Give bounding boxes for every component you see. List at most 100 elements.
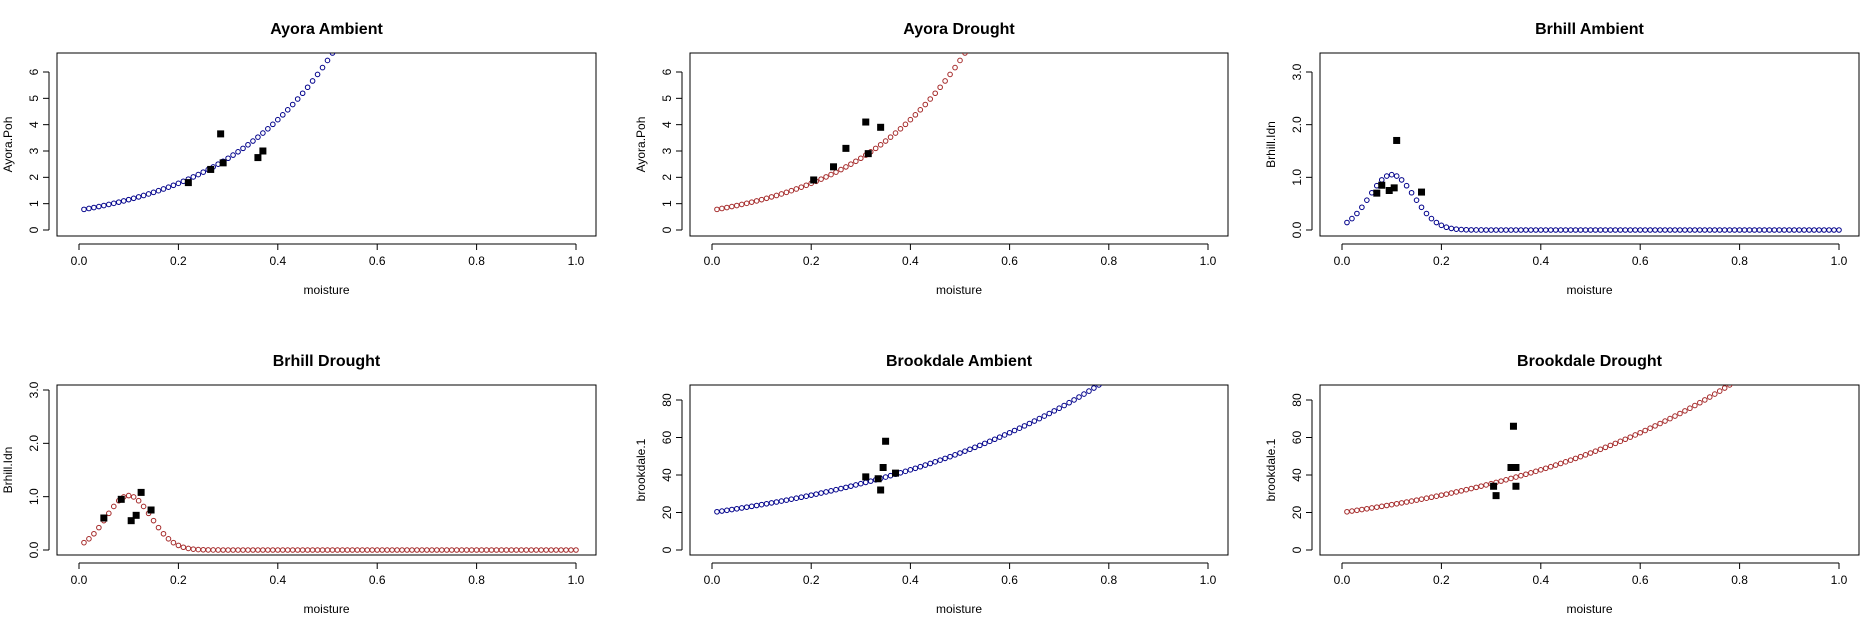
x-axis-title: moisture [303,283,349,297]
curve-point [275,116,281,123]
curve-point [932,90,939,97]
curve-point [947,71,953,78]
curve-point [778,498,785,504]
y-tick-label: 6 [660,68,674,75]
observed-point [1490,482,1498,490]
curve-point [1617,227,1624,233]
curve-point [798,184,805,190]
curve-point [453,547,460,553]
curve-point [225,155,231,162]
curve-point [314,547,321,553]
curve-point [783,497,790,503]
model-curve [1344,385,1733,515]
curve-point [1061,402,1067,409]
plot-frame [56,384,597,556]
curve-point [972,444,978,451]
curve-point [200,169,207,175]
curve-point [1637,227,1643,233]
x-axis-title: moisture [936,283,982,297]
curve-point [1622,436,1629,443]
y-axis-title: brookdale.1 [1264,438,1278,501]
y-axis-title: Ayora.Poh [634,117,648,173]
x-tick-label: 0.4 [269,573,286,587]
curve-point [86,205,92,212]
chart-panel-2: Ayora Drought 0.0 0.2 0.4 0.6 0.8 1.0 0 1 2 3 4 5 6 mo… [634,21,1229,297]
curve-point [932,459,939,465]
curve-point [165,535,172,542]
curve-point [1662,227,1668,233]
model-curve [81,492,579,553]
curve-point [130,494,137,500]
curve-point [1836,227,1842,233]
curve-point [329,53,336,56]
curve-point [523,547,530,553]
y-tick-label: 0.0 [1290,221,1304,238]
x-tick-label: 0.8 [468,254,485,268]
curve-point [1413,197,1420,203]
curve-point [1403,499,1410,505]
curve-point [828,171,834,178]
curve-point [270,121,276,128]
curve-point [106,510,112,517]
curve-point [1741,227,1748,233]
curve-point [1562,227,1569,233]
curve-point [729,506,735,513]
curve-point [729,203,735,210]
x-tick-label: 0.0 [71,254,88,268]
curve-point [1493,227,1499,233]
curve-point [1438,492,1445,498]
y-tick-label: 3.0 [1290,63,1304,80]
curve-point [443,547,450,553]
curve-point [101,202,107,209]
curve-point [1711,391,1718,397]
curve-point [1542,227,1549,233]
curve-point [1826,227,1832,233]
curve-point [823,489,829,495]
curve-point [195,546,202,553]
curve-point [1056,405,1062,412]
curve-point [1081,391,1087,397]
curve-point [1706,227,1713,233]
observed-point [1418,188,1426,196]
curve-point [1672,413,1678,419]
observed-point [259,147,267,155]
curve-point [1488,227,1494,233]
curve-point [359,547,366,553]
y-tick-label: 1 [27,200,41,207]
curve-point [1523,227,1529,233]
plot-frame [56,52,597,237]
curve-point [289,101,296,108]
curve-point [230,152,236,158]
curve-point [190,174,197,180]
curve-point [1687,227,1693,233]
curve-point [1091,385,1097,391]
y-tick-label: 1 [660,200,674,207]
plot-frame [689,52,1229,237]
curve-point [922,462,929,468]
curve-point [788,187,795,194]
curve-point [349,547,356,553]
curve-point [1667,415,1673,422]
curve-point [882,138,889,144]
observed-point [1512,464,1520,471]
curve-point [1711,227,1718,233]
curve-point [334,547,341,553]
observed-point [1509,422,1517,430]
curve-point [215,547,221,553]
curve-point [986,438,993,445]
y-tick-label: 80 [1290,393,1304,407]
curve-point [1597,227,1604,233]
curve-point [558,547,564,553]
curve-point [724,204,730,211]
curve-point [823,174,829,180]
x-tick-label: 0.0 [1334,573,1351,587]
curve-point [818,490,824,496]
curve-point [1403,182,1410,189]
y-axis-title: brookdale.1 [634,438,648,501]
curve-point [1016,425,1023,432]
observed-point [127,517,135,525]
curve-point [135,497,142,504]
observed-point [1385,187,1393,194]
curve-point [324,57,331,64]
curve-point [240,145,246,152]
